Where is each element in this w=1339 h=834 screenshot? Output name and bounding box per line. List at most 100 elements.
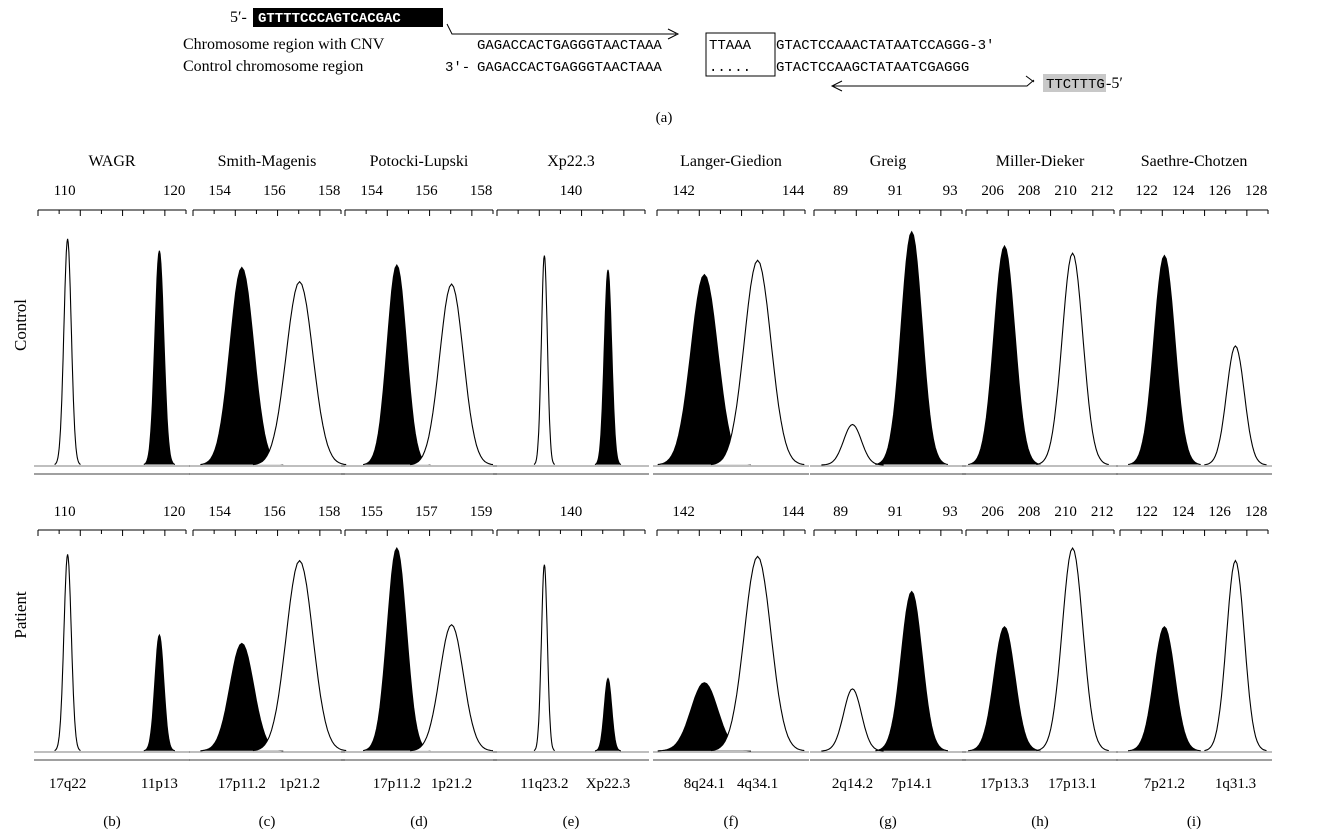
control-tick-label: 140 bbox=[560, 183, 583, 199]
control-tick-label: 208 bbox=[1018, 183, 1041, 199]
control-tick-label: 206 bbox=[981, 183, 1004, 199]
panel-letter: (g) bbox=[879, 814, 897, 830]
control-peak-17p11-2 bbox=[200, 266, 284, 466]
patient-peak-1q31-3 bbox=[1204, 559, 1267, 752]
locus-label: 11q23.2 bbox=[520, 776, 568, 792]
patient-peak-7p21-2 bbox=[1128, 626, 1201, 752]
control-tick-label: 126 bbox=[1208, 183, 1231, 199]
panel-smith-magenis: Smith-Magenis 154 156 158 154 156 158 17p11.2 1p… bbox=[189, 153, 347, 830]
patient-peak-11q23-2 bbox=[533, 564, 555, 752]
control-peak-17p13-3 bbox=[968, 244, 1041, 466]
patient-tick-label: 122 bbox=[1135, 504, 1158, 520]
patient-tick-label: 124 bbox=[1172, 504, 1195, 520]
syndrome-title: Xp22.3 bbox=[547, 153, 595, 170]
panel-miller-dieker: Miller-Dieker 206 208 210 212 206 208 210 212 17p… bbox=[962, 153, 1118, 830]
primer-forward-prefix: 5′- bbox=[230, 9, 247, 26]
patient-peak-17p11-2 bbox=[362, 546, 431, 752]
control-tick-label: 144 bbox=[782, 183, 805, 199]
control-peak-17q22 bbox=[54, 238, 81, 465]
locus-label: 17p13.1 bbox=[1048, 776, 1097, 792]
electropherogram-panels: WAGR 110 120 110 120 17q22 11p13 (b) Smith-Magen… bbox=[34, 153, 1272, 830]
control-tick-label: 124 bbox=[1172, 183, 1195, 199]
control-tick-label: 212 bbox=[1091, 183, 1114, 199]
panel-letter: (f) bbox=[724, 814, 739, 830]
reverse-primer-tick bbox=[1025, 75, 1035, 83]
locus-label: 17p13.3 bbox=[980, 776, 1029, 792]
cnv-seq-right: GTACTCCAAACTATAATCCAGGG-3′ bbox=[776, 38, 994, 54]
syndrome-title: Miller-Dieker bbox=[996, 153, 1085, 170]
patient-tick-label: 144 bbox=[782, 504, 805, 520]
patient-tick-label: 93 bbox=[943, 504, 958, 520]
control-peak-1p21-2 bbox=[410, 283, 494, 466]
primer-reverse-box bbox=[1043, 74, 1106, 92]
control-peak-17p13-1 bbox=[1036, 252, 1109, 466]
control-peak-11p13 bbox=[143, 250, 176, 465]
control-tick-label: 158 bbox=[470, 183, 493, 199]
control-tick-label: 154 bbox=[208, 183, 231, 199]
control-row-label: Control chromosome region bbox=[183, 58, 363, 75]
control-tick-label: 89 bbox=[833, 183, 848, 199]
patient-peak-17q22 bbox=[54, 554, 81, 752]
panel-greig: Greig 89 91 93 89 91 93 2q14.2 7p14.1 (g) bbox=[810, 153, 966, 830]
panel-letter: (b) bbox=[103, 814, 121, 830]
locus-label: 4q34.1 bbox=[737, 776, 778, 792]
patient-peak-17p13-3 bbox=[968, 626, 1041, 752]
forward-primer-arrow bbox=[446, 23, 676, 35]
primer-forward-sequence: GTTTTCCCAGTCACGAC bbox=[258, 11, 401, 27]
patient-peak-1p21-2 bbox=[252, 559, 347, 752]
locus-label: 17p11.2 bbox=[373, 776, 421, 792]
control-peak-7p14-1 bbox=[875, 230, 949, 466]
patient-tick-label: 159 bbox=[470, 504, 493, 520]
row-label-control: Control bbox=[11, 299, 30, 351]
control-prefix: 3′- bbox=[445, 60, 470, 76]
syndrome-title: Smith-Magenis bbox=[218, 153, 317, 170]
patient-tick-label: 154 bbox=[208, 504, 231, 520]
control-tick-label: 156 bbox=[415, 183, 438, 199]
patient-peak-7p14-1 bbox=[875, 590, 948, 752]
syndrome-title: Langer-Giedion bbox=[680, 153, 782, 170]
patient-tick-label: 210 bbox=[1054, 504, 1077, 520]
patient-tick-label: 208 bbox=[1018, 504, 1041, 520]
panel-a-label: (a) bbox=[656, 110, 673, 126]
control-boxed: ..... bbox=[709, 60, 751, 76]
patient-tick-label: 128 bbox=[1245, 504, 1268, 520]
control-peak-1q31-3 bbox=[1204, 345, 1267, 466]
patient-peak-4q34-1 bbox=[710, 555, 805, 752]
patient-tick-label: 140 bbox=[560, 504, 583, 520]
syndrome-title: Greig bbox=[870, 153, 906, 170]
control-tick-label: 210 bbox=[1054, 183, 1077, 199]
patient-tick-label: 206 bbox=[981, 504, 1004, 520]
patient-tick-label: 89 bbox=[833, 504, 848, 520]
patient-peak-xp22-3 bbox=[594, 677, 621, 752]
locus-label: 8q24.1 bbox=[684, 776, 725, 792]
forward-arrowhead bbox=[667, 28, 680, 40]
syndrome-title: Potocki-Lupski bbox=[370, 153, 469, 170]
patient-tick-label: 126 bbox=[1208, 504, 1231, 520]
control-tick-label: 128 bbox=[1245, 183, 1268, 199]
patient-peak-11p13 bbox=[143, 633, 176, 752]
locus-label: 1q31.3 bbox=[1215, 776, 1256, 792]
cnv-seq-left: GAGACCACTGAGGGTAACTAAA bbox=[477, 38, 662, 54]
control-tick-label: 91 bbox=[888, 183, 903, 199]
patient-tick-label: 157 bbox=[415, 504, 438, 520]
control-tick-label: 110 bbox=[54, 183, 76, 199]
patient-tick-label: 156 bbox=[263, 504, 286, 520]
locus-label: 1p21.2 bbox=[431, 776, 472, 792]
control-peak-17p11-2 bbox=[362, 263, 431, 466]
control-tick-label: 154 bbox=[360, 183, 383, 199]
patient-tick-label: 142 bbox=[672, 504, 695, 520]
primer-reverse-suffix: -5′ bbox=[1106, 75, 1123, 92]
control-peak-xp22-3 bbox=[594, 269, 622, 466]
control-peak-11q23-2 bbox=[533, 255, 555, 465]
syndrome-title: WAGR bbox=[88, 153, 135, 170]
panel-a: 5′- GTTTTCCCAGTCACGAC Chromosome region … bbox=[183, 8, 1123, 126]
panel-saethre-chotzen: Saethre-Chotzen 122 124 126 128 122 124 126 128 7… bbox=[1116, 153, 1272, 830]
locus-label: Xp22.3 bbox=[586, 776, 631, 792]
patient-peak-17p13-1 bbox=[1036, 547, 1109, 752]
insertion-box bbox=[705, 32, 776, 77]
control-tick-label: 156 bbox=[263, 183, 286, 199]
panel-letter: (i) bbox=[1187, 814, 1201, 830]
locus-label: 1p21.2 bbox=[279, 776, 320, 792]
panel-wagr: WAGR 110 120 110 120 17q22 11p13 (b) bbox=[34, 153, 190, 830]
panel-xp22-3: Xp22.3 140 140 11q23.2 Xp22.3 (e) bbox=[493, 153, 649, 830]
